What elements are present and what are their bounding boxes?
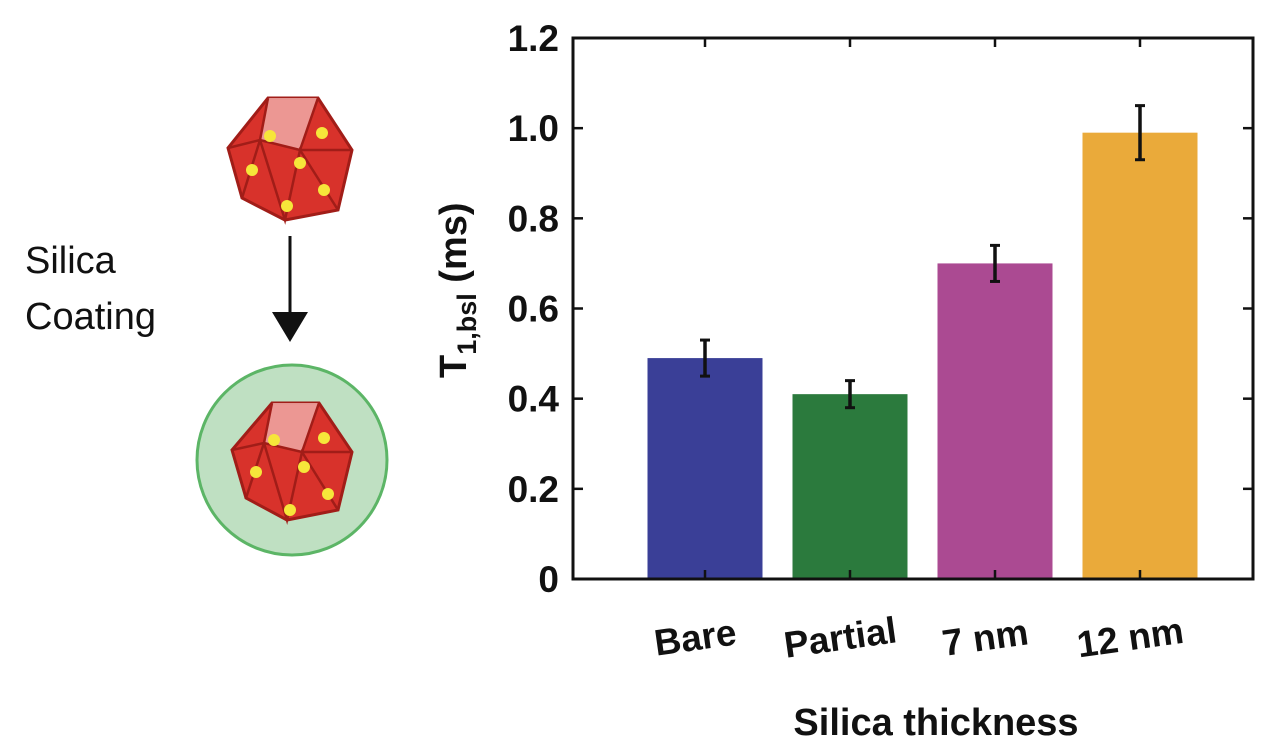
bar-chart: 0 0.2 0.4 0.6 0.8 1.0 1.2 Bare Partial 7 nm 12 nm…: [433, 18, 1255, 744]
y-axis-title: T1,bsl (ms): [433, 202, 482, 378]
particle-edges: [244, 438, 340, 525]
y-tick-label: 1.2: [508, 18, 559, 59]
dopant-dot: [264, 130, 276, 142]
bar-12-nm: [1082, 132, 1198, 580]
x-axis-title: Silica thickness: [793, 702, 1078, 744]
schematic: Silica Coating: [25, 96, 389, 557]
particle-edges: [298, 97, 320, 151]
bars-layer: [647, 132, 1198, 580]
down-arrow-icon: [272, 236, 308, 342]
coating-label: Coating: [25, 296, 156, 338]
particle-edges: [262, 402, 274, 444]
dopant-dot: [322, 488, 334, 500]
dopant-dot: [298, 461, 310, 473]
particle-core: [230, 401, 354, 522]
bare-particle-icon: [226, 96, 354, 225]
y-tick-label: 0.8: [508, 198, 559, 239]
particle-edges: [240, 135, 340, 225]
dopant-dot: [284, 504, 296, 516]
dopant-dot: [281, 200, 293, 212]
x-category-labels: Bare Partial 7 nm 12 nm: [652, 609, 1186, 665]
y-tick-label: 0.4: [508, 379, 560, 420]
bar-7-nm: [937, 263, 1053, 579]
x-tick-label-7-nm: 7 nm: [940, 611, 1031, 664]
bar-bare: [647, 358, 763, 579]
y-axis-title-main: T: [433, 355, 475, 378]
dopant-dot: [250, 466, 262, 478]
x-tick-label-12-nm: 12 nm: [1074, 610, 1186, 665]
dopant-dot: [318, 184, 330, 196]
y-axis-title-subscript: 1,bsl: [452, 293, 482, 355]
silica-label: Silica: [25, 240, 117, 282]
dopant-dot: [316, 127, 328, 139]
x-tick-label-bare: Bare: [652, 612, 739, 664]
bar-partial: [792, 394, 908, 579]
particle-edges: [227, 138, 352, 152]
plot-frame: [571, 36, 1255, 581]
y-tick-label: 0.2: [508, 469, 559, 510]
particle-edges: [231, 441, 352, 454]
particle-edges: [258, 97, 270, 141]
y-tick-label: 1.0: [508, 108, 559, 149]
dopant-dot: [246, 164, 258, 176]
y-tick-labels: 0 0.2 0.4 0.6 0.8 1.0 1.2: [508, 18, 560, 600]
y-axis-title-unit: (ms): [433, 202, 475, 293]
coated-particle-icon: [195, 363, 389, 557]
dopant-dot: [318, 432, 330, 444]
x-tick-label-partial: Partial: [781, 609, 899, 665]
dopant-dot: [294, 157, 306, 169]
y-tick-label: 0: [538, 559, 559, 600]
error-bars-layer: [700, 104, 1145, 410]
y-tick-label: 0.6: [508, 289, 559, 330]
particle-edges: [300, 402, 321, 453]
dopant-dot: [268, 434, 280, 446]
